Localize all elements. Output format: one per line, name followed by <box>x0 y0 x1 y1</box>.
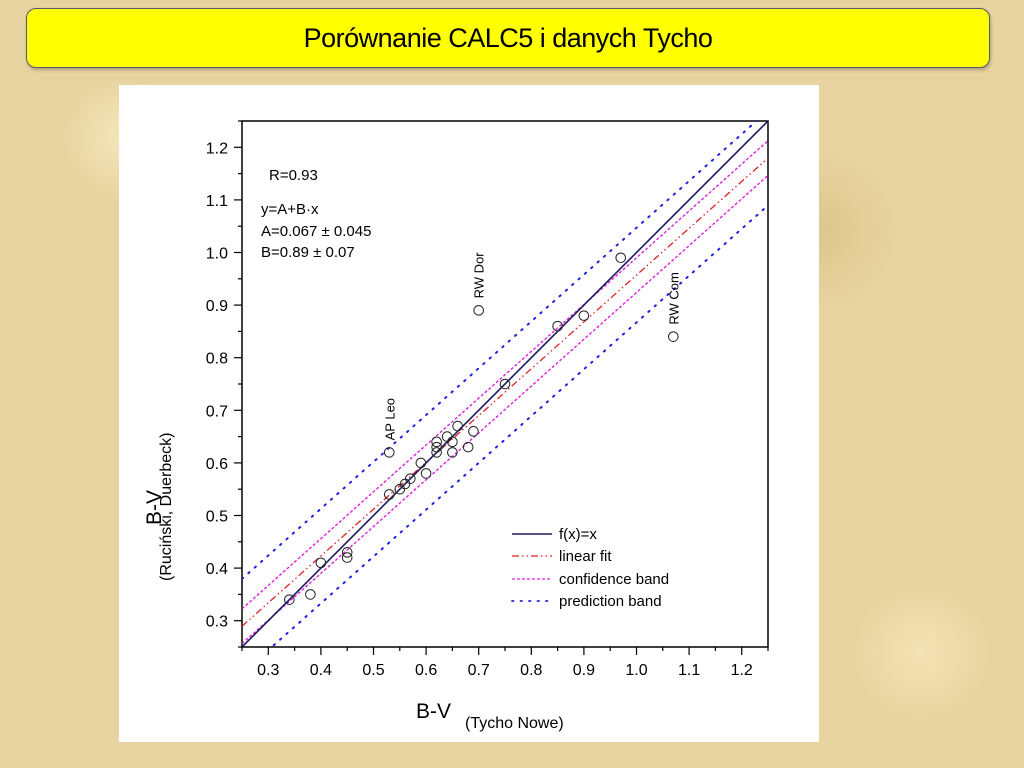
data-point <box>615 252 627 264</box>
data-point <box>341 547 353 558</box>
data-point <box>420 468 432 479</box>
data-point <box>441 431 453 442</box>
data-point <box>341 552 353 563</box>
data-point <box>473 305 485 316</box>
data-point <box>447 436 458 448</box>
data-point <box>431 447 442 458</box>
x-tick-label: 0.6 <box>415 662 437 679</box>
data-point <box>499 378 511 390</box>
data-point <box>405 473 416 484</box>
legend-label-identity: f(x)=x <box>559 526 597 543</box>
annotation-b: B=0.89 ± 0.07 <box>261 244 355 261</box>
data-point <box>552 320 563 332</box>
x-tick-label: 0.9 <box>573 662 595 679</box>
x-tick-label: 0.3 <box>257 662 279 679</box>
prediction-band-line <box>242 121 758 580</box>
y-tick-label: 0.3 <box>206 614 228 631</box>
y-tick-label: 0.8 <box>206 351 228 368</box>
y-tick-label: 0.4 <box>206 561 228 578</box>
y-tick-label: 1.2 <box>206 140 228 157</box>
legend-label-prediction: prediction band <box>559 593 662 610</box>
data-point-label: RW Dor <box>472 252 487 299</box>
scatter-chart: 0.3 0.4 0.5 0.6 0.7 0.8 0.9 1.0 1.1 1.2 0.3 0.4 0.5 0… <box>143 120 769 732</box>
x-tick-label: 1.1 <box>678 662 700 679</box>
annotation-equation: y=A+B·x <box>261 201 319 218</box>
data-point <box>447 447 458 458</box>
data-point-label: RW Com <box>666 272 681 324</box>
data-point-label: AP Leo <box>382 398 397 440</box>
data-point <box>415 457 427 469</box>
x-tick-label: 0.8 <box>520 662 542 679</box>
data-point <box>668 331 679 342</box>
x-tick-label: 0.7 <box>468 662 490 679</box>
x-axis-title: B-V (Tycho Nowe) <box>416 700 564 732</box>
confidence-band-line <box>242 174 768 645</box>
data-point <box>383 447 395 458</box>
ticks-layer: 0.3 0.4 0.5 0.6 0.7 0.8 0.9 1.0 1.1 1.2 0.3 0.4 0.5 0… <box>206 120 769 679</box>
y-axis-title-sub: (Ruciński, Duerbeck) <box>158 433 175 581</box>
data-point <box>431 441 442 453</box>
data-point <box>578 310 590 321</box>
data-point <box>462 441 474 453</box>
x-tick-label: 1.2 <box>731 662 753 679</box>
legend-label-confidence: confidence band <box>559 571 669 588</box>
data-point <box>383 489 395 500</box>
slide-title: Porównanie CALC5 i danych Tycho <box>303 22 713 53</box>
y-tick-label: 0.5 <box>206 509 228 526</box>
title-banner: Porównanie CALC5 i danych Tycho <box>26 8 990 68</box>
x-tick-label: 1.0 <box>625 662 647 679</box>
y-tick-label: 1.1 <box>206 193 228 210</box>
data-point <box>315 557 327 569</box>
y-tick-label: 1.0 <box>206 246 228 263</box>
legend-label-fit: linear fit <box>559 548 612 565</box>
lines-layer <box>242 121 768 647</box>
x-tick-label: 0.4 <box>310 662 332 679</box>
points-layer: AP Leo RW Dor RW Com <box>284 252 681 605</box>
x-tick-label: 0.5 <box>362 662 384 679</box>
linear-fit-line <box>242 157 768 627</box>
y-tick-label: 0.9 <box>206 298 228 315</box>
data-point <box>452 420 463 432</box>
y-tick-label: 0.7 <box>206 403 228 420</box>
y-axis-title-main: B-V <box>143 490 166 525</box>
prediction-band-line <box>270 204 768 647</box>
y-tick-label: 0.6 <box>206 456 228 473</box>
y-axis-title: B-V (Ruciński, Duerbeck) <box>143 433 175 581</box>
data-point <box>305 589 316 600</box>
confidence-band-line <box>242 140 768 610</box>
annotation-a: A=0.067 ± 0.045 <box>261 223 371 240</box>
data-point <box>284 594 295 605</box>
chart-panel: 0.3 0.4 0.5 0.6 0.7 0.8 0.9 1.0 1.1 1.2 0.3 0.4 0.5 0… <box>119 85 819 742</box>
data-point <box>468 426 479 437</box>
data-point <box>431 436 442 448</box>
identity-line <box>242 121 768 647</box>
x-axis-title-main: B-V <box>416 700 451 723</box>
annotation-r: R=0.93 <box>269 167 318 184</box>
legend: f(x)=x linear fit confidence band predic… <box>511 526 669 610</box>
x-axis-title-sub: (Tycho Nowe) <box>465 715 564 732</box>
